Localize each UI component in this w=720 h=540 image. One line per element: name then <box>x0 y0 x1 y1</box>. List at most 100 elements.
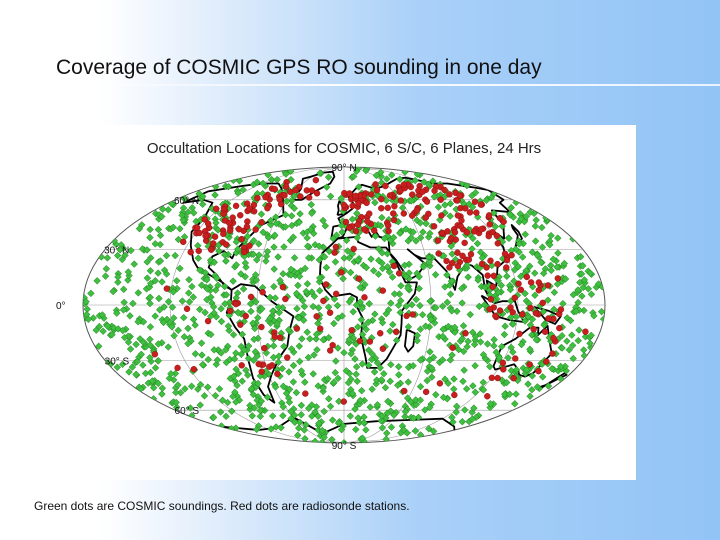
radiosonde-station-point <box>226 227 234 234</box>
cosmic-sounding-point <box>459 377 467 386</box>
cosmic-sounding-point <box>130 260 138 268</box>
radiosonde-station-point <box>222 241 230 248</box>
cosmic-sounding-point <box>441 375 449 383</box>
cosmic-sounding-point <box>129 299 137 308</box>
cosmic-sounding-point <box>330 295 339 303</box>
cosmic-sounding-point <box>432 390 440 399</box>
cosmic-sounding-point <box>365 299 374 308</box>
cosmic-sounding-point <box>586 269 595 277</box>
cosmic-sounding-point <box>285 398 294 407</box>
cosmic-sounding-point <box>158 278 166 286</box>
cosmic-sounding-point <box>346 268 355 277</box>
cosmic-sounding-point <box>134 317 142 326</box>
cosmic-sounding-point <box>490 209 498 217</box>
cosmic-sounding-point <box>251 271 260 279</box>
cosmic-sounding-point <box>411 176 419 185</box>
cosmic-sounding-point <box>295 357 304 366</box>
cosmic-sounding-point <box>282 170 290 178</box>
cosmic-sounding-point <box>468 203 477 211</box>
cosmic-sounding-point <box>222 346 230 354</box>
radiosonde-station-point <box>268 362 276 369</box>
radiosonde-station-point <box>512 355 519 362</box>
cosmic-sounding-point <box>353 377 361 386</box>
cosmic-sounding-point <box>538 373 547 381</box>
radiosonde-station-point <box>403 312 410 320</box>
cosmic-sounding-point <box>300 426 309 434</box>
cosmic-sounding-point <box>386 299 395 307</box>
radiosonde-station-point <box>471 198 479 205</box>
radiosonde-station-point <box>327 347 334 354</box>
cosmic-sounding-point <box>334 344 342 352</box>
radiosonde-station-point <box>487 296 495 303</box>
cosmic-sounding-point <box>250 335 258 344</box>
cosmic-sounding-point <box>185 298 194 306</box>
cosmic-sounding-point <box>380 369 388 378</box>
cosmic-sounding-point <box>505 234 513 243</box>
radiosonde-station-point <box>400 210 407 217</box>
radiosonde-station-point <box>456 192 463 199</box>
cosmic-sounding-point <box>342 236 351 245</box>
cosmic-sounding-point <box>173 277 181 285</box>
cosmic-sounding-point <box>114 278 122 286</box>
cosmic-sounding-point <box>252 425 261 434</box>
cosmic-sounding-point <box>211 286 220 294</box>
cosmic-sounding-point <box>495 353 504 362</box>
cosmic-sounding-point <box>511 400 519 408</box>
radiosonde-station-point <box>195 247 202 255</box>
cosmic-sounding-point <box>342 367 351 375</box>
cosmic-sounding-point <box>377 178 386 187</box>
cosmic-sounding-point <box>204 355 212 364</box>
cosmic-sounding-point <box>209 413 218 422</box>
radiosonde-station-point <box>350 245 357 253</box>
cosmic-sounding-point <box>217 349 225 357</box>
radiosonde-station-point <box>489 228 496 236</box>
cosmic-sounding-point <box>184 208 192 216</box>
cosmic-sounding-point <box>356 298 364 306</box>
cosmic-sounding-point <box>126 345 135 353</box>
cosmic-sounding-point <box>180 195 189 203</box>
cosmic-sounding-point <box>386 377 394 386</box>
cosmic-sounding-point <box>128 363 137 371</box>
cosmic-sounding-point <box>378 424 387 432</box>
latitude-label: 60° N <box>174 196 199 207</box>
cosmic-sounding-point <box>554 234 562 242</box>
cosmic-sounding-point <box>395 371 403 379</box>
cosmic-sounding-point <box>290 411 299 419</box>
cosmic-sounding-point <box>312 330 321 339</box>
cosmic-sounding-point <box>447 307 456 315</box>
cosmic-sounding-point <box>345 298 354 306</box>
cosmic-sounding-point <box>345 254 354 262</box>
radiosonde-station-point <box>242 312 249 320</box>
cosmic-sounding-point <box>546 240 554 249</box>
cosmic-sounding-point <box>247 384 256 393</box>
cosmic-sounding-point <box>269 342 278 350</box>
cosmic-sounding-point <box>295 272 304 281</box>
cosmic-sounding-point <box>294 281 302 290</box>
cosmic-sounding-point <box>324 395 333 403</box>
radiosonde-station-point <box>293 325 301 332</box>
cosmic-sounding-point <box>303 280 312 288</box>
radiosonde-station-point <box>462 205 469 212</box>
cosmic-sounding-point <box>390 411 398 419</box>
cosmic-sounding-point <box>221 251 229 259</box>
cosmic-sounding-point <box>277 423 285 432</box>
latitude-label: 90° S <box>332 441 357 452</box>
cosmic-sounding-point <box>419 263 428 271</box>
cosmic-sounding-point <box>383 263 392 271</box>
cosmic-sounding-point <box>253 178 261 186</box>
cosmic-sounding-point <box>459 347 468 356</box>
madagascar-coast <box>404 328 416 353</box>
cosmic-sounding-point <box>537 258 545 267</box>
cosmic-sounding-point <box>217 317 226 326</box>
cosmic-sounding-point <box>386 407 395 415</box>
cosmic-sounding-point <box>256 412 265 421</box>
cosmic-sounding-point <box>124 268 133 276</box>
cosmic-sounding-point <box>232 398 240 406</box>
cosmic-sounding-point <box>423 367 432 375</box>
cosmic-sounding-point <box>566 316 575 325</box>
radiosonde-station-point <box>517 286 525 293</box>
cosmic-sounding-point <box>325 247 334 256</box>
cosmic-sounding-point <box>404 378 413 386</box>
cosmic-sounding-point <box>315 242 324 250</box>
cosmic-sounding-point <box>517 272 525 281</box>
